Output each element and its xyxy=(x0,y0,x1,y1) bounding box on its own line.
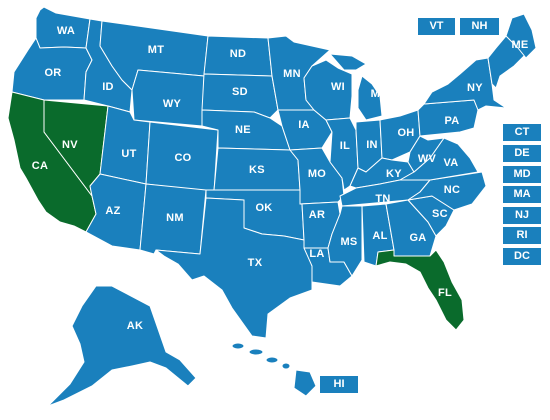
state-hi-island-2[interactable] xyxy=(248,348,264,356)
state-pa[interactable] xyxy=(417,99,479,137)
state-hi-island-1[interactable] xyxy=(231,342,245,350)
button-ri[interactable]: RI xyxy=(503,227,541,244)
button-ct[interactable]: CT xyxy=(503,124,541,141)
state-wv[interactable] xyxy=(407,135,445,173)
state-hi-island-3[interactable] xyxy=(265,356,279,364)
state-co[interactable] xyxy=(145,121,219,193)
button-nh[interactable]: NH xyxy=(460,18,499,35)
state-me[interactable] xyxy=(505,13,537,59)
state-fl[interactable] xyxy=(375,249,465,331)
button-ma[interactable]: MA xyxy=(503,186,541,203)
button-nj[interactable]: NJ xyxy=(503,207,541,224)
state-or[interactable] xyxy=(11,37,93,101)
state-il[interactable] xyxy=(325,117,359,191)
button-de[interactable]: DE xyxy=(503,145,541,162)
button-dc[interactable]: DC xyxy=(503,248,541,265)
state-hi-island-4[interactable] xyxy=(281,362,291,370)
state-ak[interactable] xyxy=(47,285,197,407)
state-nd[interactable] xyxy=(203,35,273,77)
state-wy[interactable] xyxy=(131,69,205,127)
button-md[interactable]: MD xyxy=(503,166,541,183)
button-hi[interactable]: HI xyxy=(320,376,358,393)
state-ms[interactable] xyxy=(327,205,363,277)
state-nm[interactable] xyxy=(139,183,207,255)
button-vt[interactable]: VT xyxy=(418,18,455,35)
state-wa[interactable] xyxy=(35,6,91,49)
state-hi-island-big[interactable] xyxy=(293,369,317,397)
state-tx[interactable] xyxy=(155,197,313,339)
state-mi[interactable] xyxy=(329,53,383,121)
state-ks[interactable] xyxy=(213,147,301,191)
